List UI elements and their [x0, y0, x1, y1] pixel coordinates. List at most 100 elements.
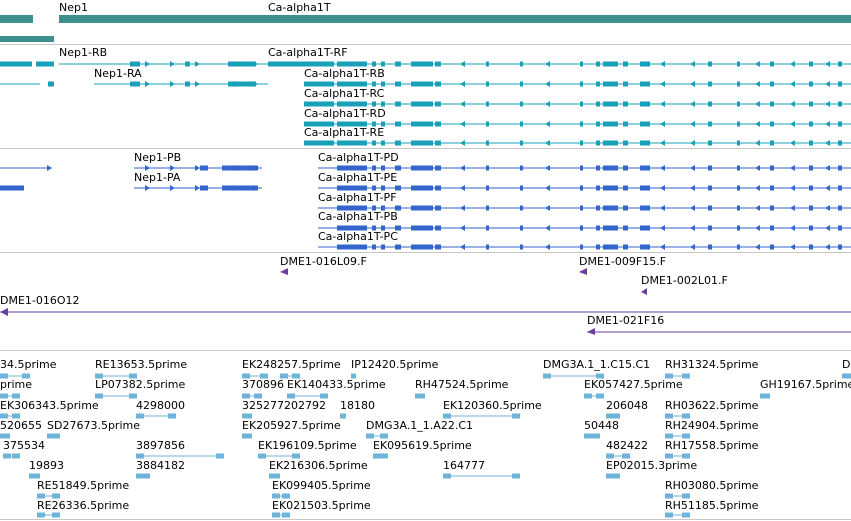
- protein-ca-pd-exon[interactable]: [770, 165, 774, 171]
- transcript-ca-rc-exon[interactable]: [640, 101, 650, 107]
- est-label[interactable]: DMG3A.1_1.C15.C1: [543, 358, 651, 371]
- transcript-ca-rb-exon[interactable]: [809, 81, 813, 87]
- est-label[interactable]: RE26336.5prime: [37, 499, 130, 512]
- protein-ca-pb-arrow[interactable]: [790, 225, 795, 231]
- transcript-ca-rb-exon[interactable]: [596, 81, 600, 87]
- est-glyph-block[interactable]: [272, 473, 280, 479]
- protein-ca-pe-exon[interactable]: [486, 185, 489, 191]
- transcript-ca-rc-exon[interactable]: [603, 101, 618, 107]
- transcript-ca-rf-exon[interactable]: [580, 61, 583, 67]
- est-glyph-block[interactable]: [260, 373, 268, 379]
- transcript-nep1-rb-exon[interactable]: [185, 61, 190, 67]
- protein-ca-pe-exon[interactable]: [640, 185, 650, 191]
- est-label[interactable]: EK248257.5prime: [242, 358, 341, 371]
- clone-end-marker[interactable]: [280, 268, 288, 275]
- transcript-nep1-rb-exon[interactable]: [228, 61, 256, 67]
- est-glyph-block[interactable]: [136, 473, 144, 479]
- transcript-ca-rf-exon[interactable]: [623, 61, 628, 67]
- protein-ca-pc-arrow[interactable]: [460, 244, 465, 250]
- transcript-ca-rb-arrow[interactable]: [660, 81, 665, 87]
- protein-ca-pd-exon[interactable]: [520, 165, 523, 171]
- transcript-ca-rd-arrow[interactable]: [545, 121, 550, 127]
- protein-nep1-pb-arrow[interactable]: [233, 165, 238, 171]
- est-glyph-block[interactable]: [665, 493, 673, 499]
- protein-ca-pc-exon[interactable]: [395, 244, 401, 250]
- est-glyph-block[interactable]: [596, 393, 604, 399]
- est-glyph-block[interactable]: [682, 433, 690, 439]
- est-glyph-block[interactable]: [12, 413, 20, 419]
- protein-ca-pf-exon[interactable]: [809, 205, 813, 211]
- protein-ca-pc-exon[interactable]: [486, 244, 489, 250]
- est-label[interactable]: EK095619.5prime: [373, 439, 472, 452]
- est-glyph-block[interactable]: [37, 493, 45, 499]
- protein-nep1-pa-arrow[interactable]: [170, 185, 175, 191]
- transcript-ca-rd-arrow[interactable]: [690, 121, 695, 127]
- est-label[interactable]: EK099405.5prime: [272, 479, 371, 492]
- transcript-label[interactable]: Ca-alpha1T-RD: [304, 107, 386, 120]
- transcript-ca-rc-exon[interactable]: [737, 101, 740, 107]
- transcript-ca-re-exon[interactable]: [372, 140, 376, 146]
- transcript-ca-rb-exon[interactable]: [337, 81, 367, 87]
- protein-ca-pc-exon[interactable]: [603, 244, 618, 250]
- transcript-ca-rb-exon[interactable]: [372, 81, 376, 87]
- protein-ca-pd-exon[interactable]: [623, 165, 628, 171]
- protein-ca-pf-arrow[interactable]: [790, 205, 795, 211]
- transcript-ca-re-exon[interactable]: [411, 140, 433, 146]
- est-label[interactable]: 19893: [29, 459, 64, 472]
- protein-ca-pd-exon[interactable]: [640, 165, 650, 171]
- transcript-ca-rc-arrow[interactable]: [460, 101, 465, 107]
- protein-ca-pd-arrow[interactable]: [690, 165, 695, 171]
- protein-ca-pe-arrow[interactable]: [460, 185, 465, 191]
- est-label[interactable]: EP02015.3prime: [606, 459, 698, 472]
- protein-ca-pe-exon[interactable]: [520, 185, 523, 191]
- est-glyph-block[interactable]: [606, 413, 614, 419]
- est-label[interactable]: RH03622.5prime: [665, 399, 759, 412]
- est-glyph-block[interactable]: [242, 393, 250, 399]
- est-glyph-block[interactable]: [512, 473, 520, 479]
- transcript-ca-rf-arrow[interactable]: [545, 61, 550, 67]
- gene-glyph[interactable]: [0, 36, 54, 42]
- transcript-ca-rb-exon[interactable]: [381, 81, 385, 87]
- transcript-ca-rd-exon[interactable]: [520, 121, 523, 127]
- protein-ca-pb-arrow[interactable]: [755, 225, 760, 231]
- protein-ca-pb-arrow[interactable]: [545, 225, 550, 231]
- protein-ca-pb-exon[interactable]: [623, 225, 628, 231]
- protein-ca-pe-exon[interactable]: [411, 185, 433, 191]
- transcript-nep1-ra-arrow[interactable]: [195, 81, 200, 87]
- protein-ca-pd-exon[interactable]: [381, 165, 385, 171]
- transcript-ca-rf-arrow[interactable]: [825, 61, 830, 67]
- protein-ca-pe-exon[interactable]: [580, 185, 583, 191]
- protein-ca-pe-exon[interactable]: [708, 185, 712, 191]
- protein-nep1-pb-arrow[interactable]: [195, 165, 200, 171]
- transcript-ca-rf-arrow[interactable]: [660, 61, 665, 67]
- transcript-ca-rd-exon[interactable]: [708, 121, 712, 127]
- est-glyph-block[interactable]: [95, 373, 103, 379]
- transcript-ca-re-arrow[interactable]: [755, 140, 760, 146]
- est-glyph-block[interactable]: [380, 433, 388, 439]
- protein-nep1-pa-exon[interactable]: [222, 185, 258, 191]
- est-glyph-block[interactable]: [37, 512, 45, 518]
- transcript-ca-rf-exon[interactable]: [838, 61, 842, 67]
- est-label[interactable]: EK120360.5prime: [443, 399, 542, 412]
- protein-ca-pf-arrow[interactable]: [460, 205, 465, 211]
- transcript-ca-rd-arrow[interactable]: [790, 121, 795, 127]
- protein-nep1-pb-exon[interactable]: [200, 165, 208, 171]
- transcript-ca-re-exon[interactable]: [395, 140, 401, 146]
- transcript-ca-rb-arrow[interactable]: [825, 81, 830, 87]
- est-glyph-block[interactable]: [168, 413, 176, 419]
- protein-ca-pd-exon[interactable]: [809, 165, 813, 171]
- est-glyph-block[interactable]: [0, 393, 8, 399]
- est-label[interactable]: 520655: [0, 419, 42, 432]
- est-glyph-block[interactable]: [280, 373, 288, 379]
- protein-ca-pe-exon[interactable]: [435, 185, 441, 191]
- transcript-ca-rd-exon[interactable]: [596, 121, 600, 127]
- est-label[interactable]: IP12420.5prime: [351, 358, 439, 371]
- transcript-ca-rb-exon[interactable]: [435, 81, 441, 87]
- transcript-ca-re-exon[interactable]: [737, 140, 740, 146]
- transcript-ca-rc-exon[interactable]: [337, 101, 367, 107]
- protein-ca-pf-exon[interactable]: [520, 205, 523, 211]
- est-glyph-block[interactable]: [129, 393, 137, 399]
- transcript-ca-re-exon[interactable]: [381, 140, 385, 146]
- protein-ca-pf-exon[interactable]: [372, 205, 376, 211]
- est-glyph-block[interactable]: [612, 413, 620, 419]
